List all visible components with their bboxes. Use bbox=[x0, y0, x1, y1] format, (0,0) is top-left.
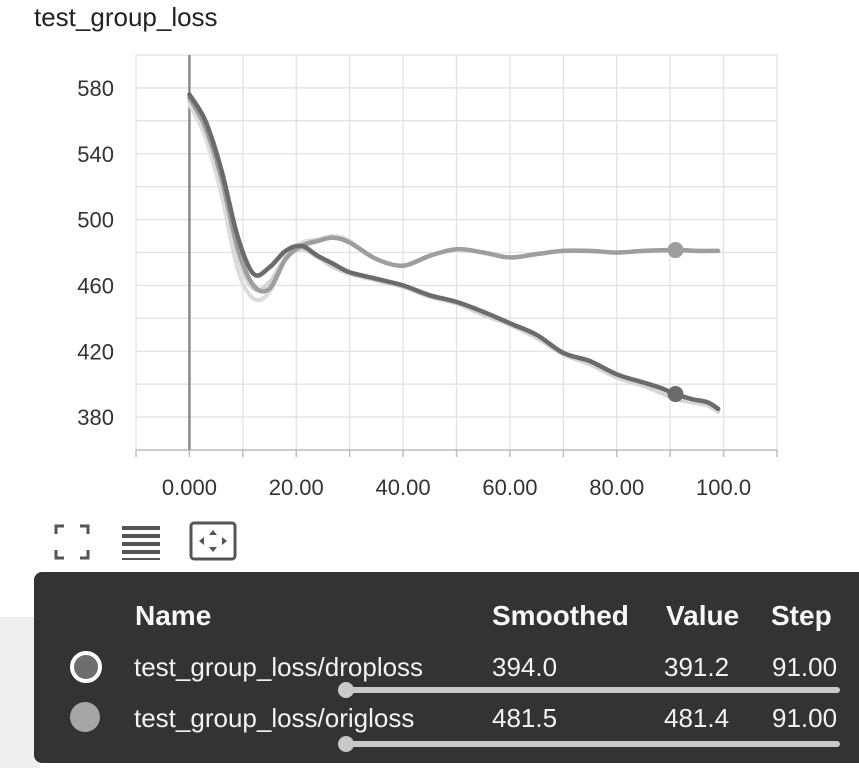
y-tick-label: 580 bbox=[77, 76, 114, 101]
series-layer bbox=[187, 92, 721, 415]
origloss-slider-handle[interactable] bbox=[338, 736, 354, 752]
axes bbox=[135, 55, 778, 457]
x-tick-label: 40.00 bbox=[376, 475, 431, 500]
card-background bbox=[0, 617, 40, 768]
chart-title: test_group_loss bbox=[34, 2, 218, 32]
highlight-markers bbox=[667, 242, 684, 403]
y-tick-label: 380 bbox=[77, 405, 114, 430]
tooltip-row-value: 391.2 bbox=[664, 652, 730, 682]
tooltip-row-value: 481.4 bbox=[664, 703, 730, 733]
fit-domain-button[interactable] bbox=[188, 520, 237, 564]
droploss-slider-track[interactable] bbox=[347, 687, 840, 693]
x-tick-label: 0.000 bbox=[162, 475, 217, 500]
y-tick-label: 540 bbox=[77, 142, 114, 167]
y-tick-label: 460 bbox=[77, 273, 114, 298]
x-tick-label: 20.00 bbox=[269, 475, 324, 500]
data-table-icon bbox=[122, 526, 160, 560]
toggle-data-table-button[interactable] bbox=[118, 520, 162, 564]
line-chart[interactable]: 380 420 460 500 540 580 0.000 20.00 40.00 60.00 80… bbox=[0, 0, 859, 510]
origloss-swatch bbox=[70, 702, 100, 732]
droploss-slider-handle[interactable] bbox=[338, 682, 354, 698]
tooltip-header-value: Value bbox=[666, 600, 740, 631]
chart-tooltip: Name Smoothed Value Step test_group_loss… bbox=[34, 572, 859, 763]
tooltip-row-smoothed: 481.5 bbox=[492, 703, 558, 733]
droploss-swatch bbox=[70, 651, 102, 683]
series-raw-line-0 bbox=[187, 99, 721, 415]
series-line-1 bbox=[187, 95, 721, 294]
tooltip-row-step: 91.00 bbox=[772, 703, 838, 733]
highlight-point-1 bbox=[667, 242, 684, 259]
highlight-point-0 bbox=[667, 386, 684, 403]
tooltip-row-name: test_group_loss/origloss bbox=[134, 703, 415, 733]
fullscreen-icon bbox=[54, 524, 90, 560]
fit-domain-icon bbox=[189, 521, 237, 561]
y-tick-label: 500 bbox=[77, 208, 114, 233]
fullscreen-button[interactable] bbox=[50, 520, 94, 564]
y-tick-label: 420 bbox=[77, 339, 114, 364]
tooltip-row-smoothed: 394.0 bbox=[492, 652, 558, 682]
tooltip-row-step: 91.00 bbox=[772, 652, 838, 682]
tooltip-header-name: Name bbox=[135, 600, 212, 631]
x-tick-label: 60.00 bbox=[482, 475, 537, 500]
tooltip-row-name: test_group_loss/droploss bbox=[134, 652, 424, 682]
tooltip-header-smoothed: Smoothed bbox=[492, 600, 629, 631]
x-tick-label: 100.0 bbox=[696, 475, 751, 500]
tooltip-header-step: Step bbox=[771, 600, 832, 631]
origloss-slider-track[interactable] bbox=[347, 741, 840, 747]
series-line-0 bbox=[187, 92, 721, 412]
tick-labels: 380 420 460 500 540 580 0.000 20.00 40.00 60.00 80… bbox=[77, 76, 751, 500]
x-tick-label: 80.00 bbox=[589, 475, 644, 500]
chart-toolbar bbox=[50, 520, 250, 564]
